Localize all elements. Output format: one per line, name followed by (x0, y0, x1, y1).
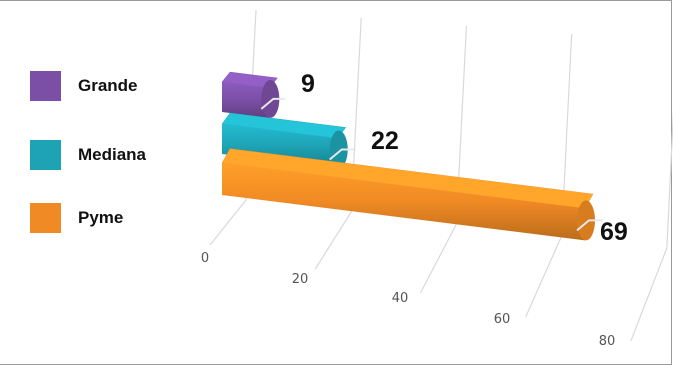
data-label-pyme: 69 (600, 218, 628, 246)
floor-line-40 (419, 223, 457, 294)
tick-label-40: 40 (392, 291, 409, 306)
bar-pyme (222, 163, 585, 241)
legend-swatch-mediana (30, 140, 61, 170)
floor-line-60 (525, 235, 563, 318)
legend-item-grande: Grande (30, 70, 220, 102)
leader-line-pyme (576, 219, 603, 232)
tick-label-0: 0 (201, 251, 209, 266)
floor-line-0 (209, 199, 247, 246)
bar-cap-grande (261, 79, 280, 118)
legend-swatch-grande (30, 71, 61, 101)
grid-line-80 (666, 109, 673, 249)
legend-label-pyme: Pyme (78, 208, 124, 227)
tick-label-60: 60 (494, 312, 511, 327)
legend-label-grande: Grande (78, 76, 138, 95)
data-label-grande: 9 (301, 70, 315, 98)
leader-line-grande (260, 97, 286, 110)
bar-grande (222, 82, 270, 118)
legend-item-pyme: Pyme (30, 202, 220, 234)
data-label-mediana: 22 (371, 127, 399, 155)
leader-line-mediana (329, 148, 354, 161)
tick-label-20: 20 (292, 272, 309, 287)
floor-line-20 (314, 211, 352, 270)
legend-label-mediana: Mediana (78, 145, 147, 164)
legend-item-mediana: Mediana (30, 139, 220, 171)
floor-line-80 (630, 247, 668, 342)
legend-swatch-pyme (30, 203, 61, 233)
bar-cap-pyme (577, 200, 595, 241)
bar-cap-mediana (329, 130, 348, 169)
tick-label-80: 80 (599, 334, 616, 349)
